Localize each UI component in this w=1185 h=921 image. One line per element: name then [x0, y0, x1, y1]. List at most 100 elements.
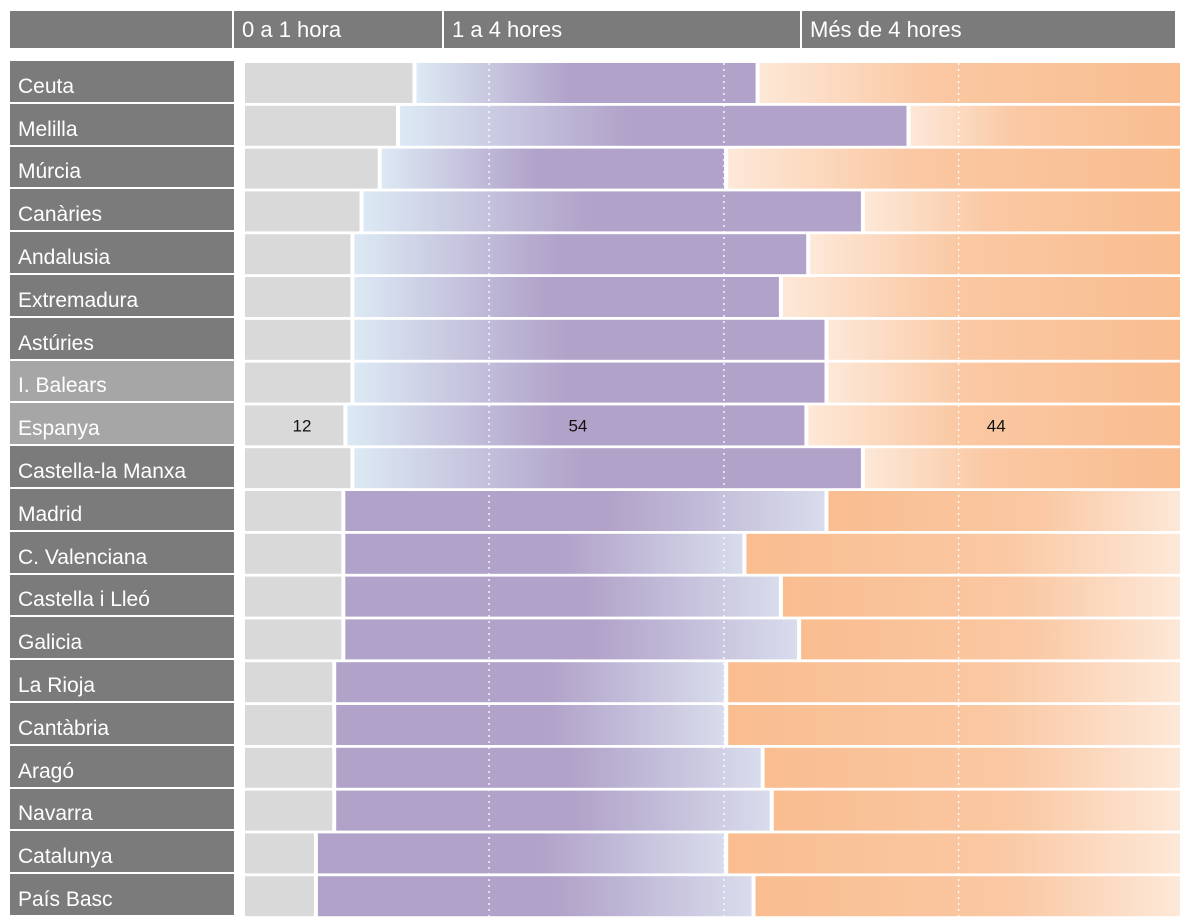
- bar-la-rioja-1-a-4-hores: [336, 662, 725, 703]
- bar-c-valenciana-1-a-4-hores: [345, 533, 743, 574]
- bar-castella-i-lleo-0-a-1-hora: [245, 576, 342, 617]
- row-label-text: Cantàbria: [18, 716, 110, 740]
- bar-pais-basc-0-a-1-hora: [245, 876, 314, 917]
- bar-cantabria-1-a-4-hores: [336, 705, 725, 745]
- bar-canaries-mes-de-4-hores: [864, 191, 1180, 232]
- row-label-madrid: Madrid: [10, 489, 234, 530]
- row-label-melilla: Melilla: [10, 103, 234, 145]
- bar-i-balears-mes-de-4-hores: [828, 362, 1180, 403]
- header-column-0-1h: 0 a 1 hora: [234, 11, 442, 48]
- row-label-text: Canàries: [18, 203, 103, 227]
- bar-castella-la-manxa-1-a-4-hores: [354, 448, 861, 489]
- bar-andalusia-mes-de-4-hores: [810, 234, 1180, 275]
- row-label-i-balears: I. Balears: [10, 360, 234, 402]
- header-column-1-4h: 1 a 4 hores: [444, 11, 800, 48]
- bar-madrid-0-a-1-hora: [245, 491, 342, 531]
- bar-melilla-0-a-1-hora: [245, 105, 396, 146]
- data-label-espanya-0-a-1-hora: 12: [293, 416, 312, 435]
- bar-arago-1-a-4-hores: [336, 747, 761, 788]
- bar-pais-basc-1-a-4-hores: [317, 876, 752, 917]
- bar-canaries-1-a-4-hores: [363, 191, 861, 232]
- bar-navarra-mes-de-4-hores: [773, 790, 1180, 831]
- bar-murcia-0-a-1-hora: [245, 148, 378, 189]
- row-label-ceuta: Ceuta: [10, 61, 234, 102]
- data-label-espanya-mes-de-4-hores: 44: [987, 416, 1006, 435]
- row-label-castella-i-lleo: Castella i Lleó: [10, 574, 234, 616]
- row-label-text: Castella i Lleó: [18, 588, 150, 612]
- row-label-pais-basc: País Basc: [10, 874, 234, 915]
- bar-asturies-1-a-4-hores: [354, 319, 825, 360]
- bar-catalunya-mes-de-4-hores: [728, 833, 1180, 874]
- bar-castella-la-manxa-0-a-1-hora: [245, 448, 351, 489]
- row-label-cantabria: Cantàbria: [10, 703, 234, 744]
- bar-espanya-0-a-1-hora: [245, 405, 344, 446]
- row-label-galicia: Galicia: [10, 617, 234, 659]
- row-label-catalunya: Catalunya: [10, 831, 234, 873]
- row-label-text: Castella-la Manxa: [18, 459, 187, 483]
- bar-c-valenciana-0-a-1-hora: [245, 533, 342, 574]
- row-label-castella-la-manxa: Castella-la Manxa: [10, 446, 234, 487]
- row-label-text: Aragó: [18, 759, 75, 783]
- bar-catalunya-1-a-4-hores: [317, 833, 725, 874]
- bar-extremadura-1-a-4-hores: [354, 277, 779, 317]
- row-label-text: País Basc: [18, 887, 113, 911]
- row-label-text: Navarra: [18, 802, 93, 826]
- bar-arago-mes-de-4-hores: [764, 747, 1180, 788]
- row-label-text: C. Valenciana: [18, 545, 148, 569]
- row-label-text: La Rioja: [18, 673, 96, 697]
- bar-ceuta-1-a-4-hores: [416, 63, 756, 103]
- row-label-c-valenciana: C. Valenciana: [10, 531, 234, 573]
- bar-i-balears-0-a-1-hora: [245, 362, 351, 403]
- bar-catalunya-0-a-1-hora: [245, 833, 314, 874]
- row-label-text: I. Balears: [18, 374, 107, 398]
- bar-andalusia-0-a-1-hora: [245, 234, 351, 275]
- data-label-espanya-1-a-4-hores: 54: [568, 416, 587, 435]
- bar-galicia-0-a-1-hora: [245, 619, 342, 660]
- row-label-asturies: Astúries: [10, 317, 234, 359]
- bar-asturies-mes-de-4-hores: [828, 319, 1180, 360]
- bar-murcia-mes-de-4-hores: [728, 148, 1180, 189]
- row-label-text: Extremadura: [18, 288, 139, 312]
- bar-i-balears-1-a-4-hores: [354, 362, 825, 403]
- bar-cantabria-mes-de-4-hores: [728, 705, 1180, 745]
- bar-melilla-1-a-4-hores: [400, 105, 907, 146]
- bar-andalusia-1-a-4-hores: [354, 234, 807, 275]
- row-label-text: Andalusia: [18, 245, 111, 269]
- bar-castella-i-lleo-1-a-4-hores: [345, 576, 779, 617]
- bar-melilla-mes-de-4-hores: [910, 105, 1180, 146]
- bar-castella-i-lleo-mes-de-4-hores: [782, 576, 1180, 617]
- bar-pais-basc-mes-de-4-hores: [755, 876, 1180, 917]
- row-label-murcia: Múrcia: [10, 146, 234, 188]
- header-column-more-4h: Més de 4 hores: [802, 11, 1175, 48]
- bar-la-rioja-0-a-1-hora: [245, 662, 333, 703]
- row-label-text: Madrid: [18, 502, 83, 526]
- row-label-andalusia: Andalusia: [10, 232, 234, 273]
- bar-cantabria-0-a-1-hora: [245, 705, 333, 745]
- row-label-text: Galicia: [18, 631, 83, 655]
- bar-madrid-mes-de-4-hores: [828, 491, 1180, 531]
- bar-galicia-1-a-4-hores: [345, 619, 798, 660]
- header-label-1-4h: 1 a 4 hores: [452, 17, 563, 42]
- bar-espanya-mes-de-4-hores: [808, 405, 1180, 446]
- bar-ceuta-mes-de-4-hores: [759, 63, 1180, 103]
- row-label-extremadura: Extremadura: [10, 275, 234, 316]
- row-label-text: Espanya: [18, 417, 100, 441]
- bar-asturies-0-a-1-hora: [245, 319, 351, 360]
- bar-galicia-mes-de-4-hores: [801, 619, 1180, 660]
- bar-madrid-1-a-4-hores: [345, 491, 825, 531]
- row-label-text: Catalunya: [18, 845, 113, 869]
- row-label-text: Múrcia: [18, 160, 82, 184]
- bar-extremadura-0-a-1-hora: [245, 277, 351, 317]
- bar-murcia-1-a-4-hores: [381, 148, 725, 189]
- bar-ceuta-0-a-1-hora: [245, 63, 413, 103]
- row-label-canaries: Canàries: [10, 189, 234, 231]
- header-label-0-1h: 0 a 1 hora: [242, 17, 342, 42]
- bar-extremadura-mes-de-4-hores: [782, 277, 1180, 317]
- header-label-more-4h: Més de 4 hores: [810, 17, 962, 42]
- row-label-text: Melilla: [18, 117, 78, 141]
- bar-espanya-1-a-4-hores: [347, 405, 805, 446]
- row-label-navarra: Navarra: [10, 788, 234, 830]
- row-label-text: Astúries: [18, 331, 94, 355]
- bar-c-valenciana-mes-de-4-hores: [746, 533, 1180, 574]
